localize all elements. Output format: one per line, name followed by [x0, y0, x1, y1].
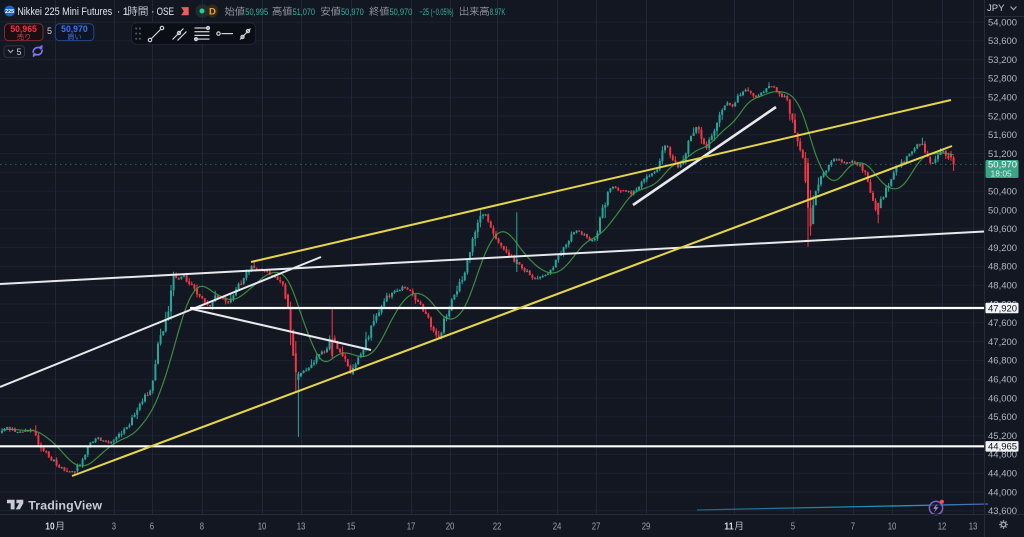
svg-text:46,400: 46,400 [988, 375, 1017, 386]
svg-text:52,800: 52,800 [988, 74, 1017, 85]
svg-text:51,600: 51,600 [988, 130, 1017, 141]
svg-text:27: 27 [592, 522, 601, 533]
svg-text:50,970: 50,970 [988, 160, 1017, 171]
svg-text:49,600: 49,600 [988, 224, 1017, 235]
svg-text:10: 10 [45, 522, 55, 533]
svg-text:44,000: 44,000 [988, 487, 1017, 498]
svg-text:·: · [117, 6, 121, 18]
svg-text:10: 10 [888, 522, 897, 533]
svg-text:225: 225 [5, 9, 14, 15]
svg-text:49,200: 49,200 [988, 243, 1017, 254]
svg-text:TradingView: TradingView [28, 498, 102, 512]
svg-text:50,000: 50,000 [988, 205, 1017, 216]
svg-text:18:05: 18:05 [991, 168, 1013, 178]
svg-text:46,800: 46,800 [988, 356, 1017, 367]
svg-text:52,000: 52,000 [988, 111, 1017, 122]
svg-text:51,070: 51,070 [293, 6, 315, 17]
svg-text:11: 11 [724, 522, 734, 533]
svg-text:53,200: 53,200 [988, 55, 1017, 66]
svg-text:D: D [209, 6, 216, 17]
svg-text:OSE: OSE [157, 6, 175, 18]
svg-text:50,970: 50,970 [341, 6, 364, 17]
svg-text:5: 5 [791, 522, 796, 533]
svg-text:12: 12 [938, 522, 947, 533]
svg-text:48,800: 48,800 [988, 262, 1017, 273]
svg-text:15: 15 [347, 522, 356, 533]
svg-text:50,970: 50,970 [390, 6, 413, 17]
svg-text:13: 13 [969, 522, 978, 533]
svg-text:Nikkei 225 Mini Futures: Nikkei 225 Mini Futures [17, 6, 113, 18]
svg-text:3: 3 [112, 522, 117, 533]
svg-text:45,600: 45,600 [988, 412, 1017, 423]
svg-text:10: 10 [258, 522, 267, 533]
svg-text:44,965: 44,965 [988, 442, 1017, 453]
svg-text:17: 17 [407, 522, 416, 533]
svg-text:24: 24 [553, 522, 562, 533]
svg-text:29: 29 [642, 522, 651, 533]
svg-text:5: 5 [47, 26, 52, 36]
svg-text:50,965: 50,965 [10, 24, 37, 35]
svg-text:52,400: 52,400 [988, 93, 1017, 104]
svg-text:8: 8 [200, 522, 205, 533]
svg-text:22: 22 [493, 522, 502, 533]
svg-text:7: 7 [851, 522, 856, 533]
svg-text:13: 13 [297, 522, 306, 533]
svg-text:45,200: 45,200 [988, 431, 1017, 442]
svg-text:20: 20 [446, 522, 455, 533]
svg-text:51,200: 51,200 [988, 149, 1017, 160]
svg-text:1: 1 [123, 6, 129, 18]
svg-text:−25 (−0.05%): −25 (−0.05%) [420, 6, 454, 17]
svg-text:44,800: 44,800 [988, 450, 1017, 461]
svg-text:8.97K: 8.97K [490, 6, 506, 17]
svg-text:53,600: 53,600 [988, 36, 1017, 47]
svg-text:54,000: 54,000 [988, 17, 1017, 28]
svg-text:47,200: 47,200 [988, 337, 1017, 348]
svg-text:47,920: 47,920 [988, 303, 1017, 314]
svg-text:50,400: 50,400 [988, 187, 1017, 198]
svg-text:46,000: 46,000 [988, 393, 1017, 404]
svg-text:43,600: 43,600 [988, 506, 1017, 517]
svg-text:JPY: JPY [987, 3, 1005, 14]
svg-text:·: · [151, 6, 155, 18]
svg-text:50,995: 50,995 [245, 6, 268, 17]
svg-text:5: 5 [17, 47, 22, 57]
svg-text:50,970: 50,970 [61, 24, 88, 35]
svg-text:6: 6 [150, 522, 155, 533]
svg-text:48,400: 48,400 [988, 281, 1017, 292]
svg-text:44,400: 44,400 [988, 469, 1017, 480]
svg-text:47,600: 47,600 [988, 318, 1017, 329]
